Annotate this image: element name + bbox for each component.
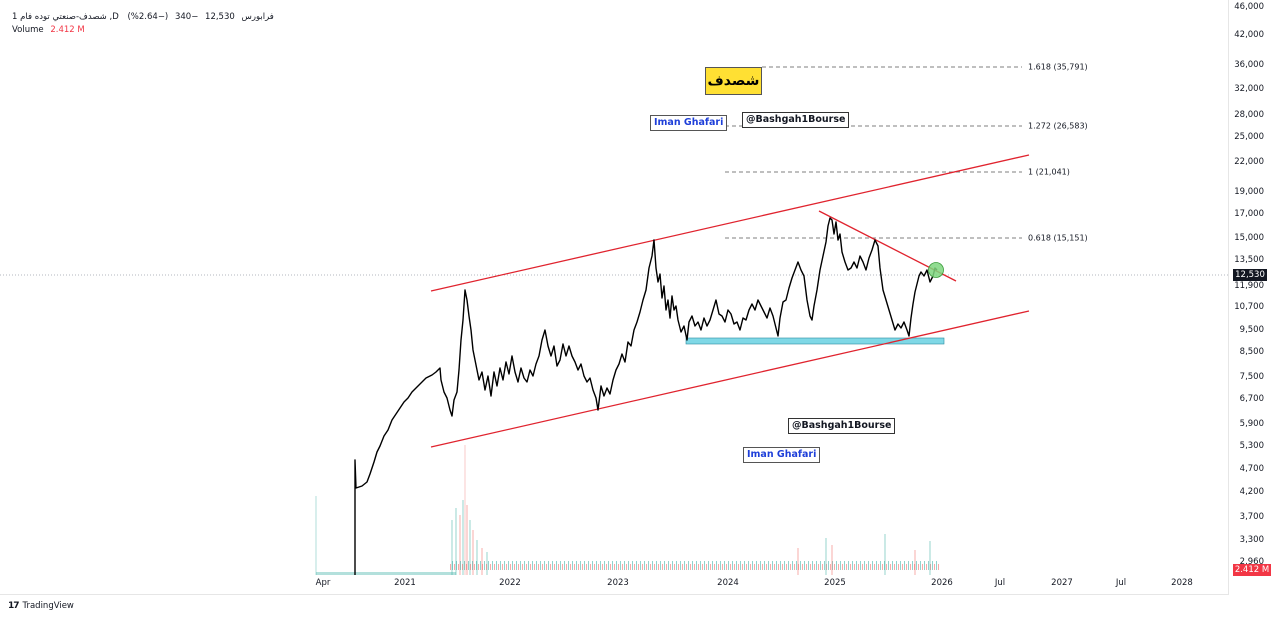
symbol-name: 1 شصدف-صنعتي توده فام ,D — [12, 12, 119, 22]
tradingview-logo-icon: 17 — [8, 601, 19, 611]
y-tick: 9,500 — [1239, 325, 1264, 335]
price-line — [354, 217, 938, 575]
x-tick: 2028 — [1171, 578, 1193, 588]
y-tick: 4,200 — [1239, 487, 1264, 497]
fib-label-0618: 0.618 (15,151) — [1028, 233, 1088, 243]
y-tick: 6,700 — [1239, 394, 1264, 404]
x-tick: 2022 — [499, 578, 521, 588]
volume-bars — [315, 445, 940, 575]
y-tick: 11,900 — [1234, 281, 1264, 291]
y-tick: 5,300 — [1239, 441, 1264, 451]
y-tick: 19,000 — [1234, 187, 1264, 197]
y-tick: 42,000 — [1234, 30, 1264, 40]
handle-tag-bottom[interactable]: @Bashgah1Bourse — [788, 418, 896, 434]
fib-label-1272: 1.272 (26,583) — [1028, 121, 1088, 131]
handle-tag-top[interactable]: @Bashgah1Bourse — [742, 112, 850, 128]
x-tick: 2024 — [717, 578, 739, 588]
y-tick: 15,000 — [1234, 233, 1264, 243]
author-tag-bottom[interactable]: Iman Ghafari — [743, 447, 821, 463]
fibonacci-levels[interactable] — [725, 66, 1022, 239]
y-tick: 32,000 — [1234, 84, 1264, 94]
x-tick: 2023 — [607, 578, 629, 588]
fib-label-1: 1 (21,041) — [1028, 167, 1070, 177]
y-tick: 8,500 — [1239, 347, 1264, 357]
x-tick: Jul — [994, 578, 1006, 588]
price-change-pct: (−2.64%) — [127, 12, 169, 22]
last-price-badge: 12,530 — [1233, 269, 1267, 281]
y-tick: 46,000 — [1234, 2, 1264, 12]
brand-name: TradingView — [22, 601, 74, 611]
y-tick: 7,500 — [1239, 372, 1264, 382]
y-tick: 3,700 — [1239, 512, 1264, 522]
y-tick: 36,000 — [1234, 60, 1264, 70]
volume-value: 2.412 M — [50, 25, 85, 35]
channel-lower-line[interactable] — [430, 310, 1030, 448]
tradingview-branding[interactable]: 17 TradingView — [8, 601, 74, 611]
support-zone[interactable] — [685, 337, 945, 345]
y-tick: 4,700 — [1239, 464, 1264, 474]
y-tick: 17,000 — [1234, 209, 1264, 219]
y-tick: 5,900 — [1239, 419, 1264, 429]
y-tick: 13,500 — [1234, 255, 1264, 265]
author-tag-top[interactable]: Iman Ghafari — [650, 115, 728, 131]
fib-label-1618: 1.618 (35,791) — [1028, 62, 1088, 72]
breakout-marker[interactable] — [928, 262, 944, 278]
chart-legend[interactable]: 1 شصدف-صنعتي توده فام ,D فرابورس 12,530 … — [12, 11, 280, 37]
channel-upper-line[interactable] — [430, 154, 1030, 292]
x-tick: 2025 — [824, 578, 846, 588]
volume-row[interactable]: Volume 2.412 M — [12, 24, 280, 37]
y-tick: 22,000 — [1234, 157, 1264, 167]
chart-canvas[interactable] — [0, 0, 1228, 594]
price-axis[interactable]: 46,000 42,000 36,000 32,000 28,000 25,00… — [1229, 0, 1280, 594]
x-tick: 2027 — [1051, 578, 1073, 588]
last-price: 12,530 — [205, 12, 235, 22]
ticker-badge[interactable]: شصدف — [705, 67, 762, 95]
y-tick: 10,700 — [1234, 302, 1264, 312]
y-tick: 28,000 — [1234, 110, 1264, 120]
symbol-row[interactable]: 1 شصدف-صنعتي توده فام ,D فرابورس 12,530 … — [12, 11, 280, 24]
exchange-name: فرابورس — [241, 12, 274, 22]
x-tick: 2026 — [931, 578, 953, 588]
x-tick: Jul — [1115, 578, 1127, 588]
x-tick: 2021 — [394, 578, 416, 588]
chart-pane[interactable] — [0, 0, 1229, 595]
volume-label: Volume — [12, 25, 44, 35]
price-change: −340 — [174, 12, 199, 22]
y-tick: 25,000 — [1234, 132, 1264, 142]
y-tick: 3,300 — [1239, 535, 1264, 545]
y-tick: 2,960 — [1239, 557, 1264, 567]
volume-badge: 2.412 M — [1233, 564, 1271, 576]
x-tick: Apr — [315, 578, 331, 588]
